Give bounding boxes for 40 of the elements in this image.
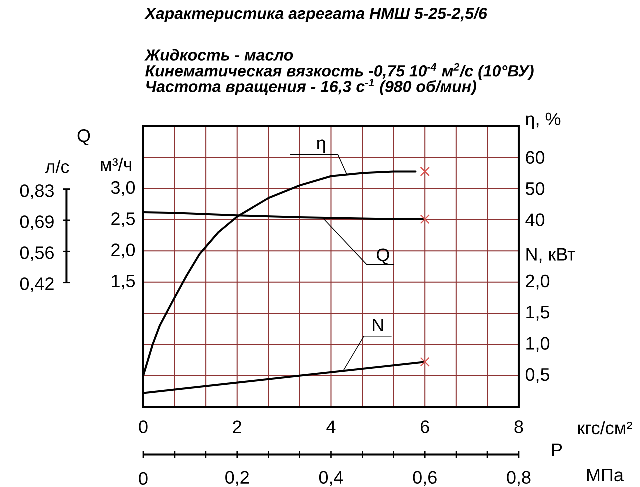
y-axis-title: м³/ч (101, 158, 132, 172)
text: 0,83 (20, 184, 54, 200)
y3-tick-label: 0,5 (526, 368, 550, 384)
y-tick-label: 1,5 (112, 274, 136, 290)
y3-tick-label: 2,0 (526, 274, 550, 290)
x2-tick-label: 0 (139, 472, 148, 486)
x2-tick-label: 0,4 (319, 471, 344, 486)
series-label: Q (377, 248, 390, 265)
y3-tick-label: 1,0 (526, 337, 550, 352)
x-tick-label: 0 (139, 420, 148, 434)
text: Q (78, 130, 90, 146)
y2-tick-label: 40 (526, 214, 545, 226)
x-tick-label: 6 (421, 420, 430, 434)
y2-axis-title: η, % (526, 112, 561, 130)
y2-tick-label: 50 (526, 182, 545, 196)
text: 0,69 (20, 216, 54, 230)
series-label: η (317, 140, 326, 154)
x2-tick-label: 0,8 (507, 471, 531, 486)
x2-axis-title: МПа (587, 469, 624, 482)
y3-tick-label: 1,5 (526, 306, 550, 321)
y3-axis-title: N, кВт (526, 248, 576, 264)
text: P (552, 444, 562, 456)
x-tick-label: 8 (514, 420, 524, 434)
y-tick-label: 2,5 (112, 212, 136, 228)
text: Жидкость - масло (144, 49, 294, 61)
x-tick-label: 2 (233, 420, 242, 434)
chart-title: Характеристика агрегата НМШ 5-25-2,5/6 (144, 8, 488, 22)
x2-tick-label: 0,6 (413, 471, 437, 486)
x-axis-title: кгс/см² (578, 421, 632, 435)
text: л/с (45, 160, 70, 174)
y-tick-label: 2,0 (112, 244, 136, 259)
text: Кинематическая вязкость -0,75 10$^{-4}$ м$^{2}$/с (10°ВУ) (146, 63, 534, 80)
y2-tick-label: 60 (526, 151, 545, 164)
text: 0,42 (20, 278, 54, 292)
text: 0,56 (20, 246, 54, 262)
text: Частота вращения - 16,3 с$^{-1}$ (980 об/мин) (146, 79, 476, 96)
series-label: N (373, 319, 384, 332)
y-tick-label: 3,0 (111, 181, 136, 196)
x2-tick-label: 0,2 (226, 471, 249, 486)
x-tick-label: 4 (326, 420, 336, 434)
